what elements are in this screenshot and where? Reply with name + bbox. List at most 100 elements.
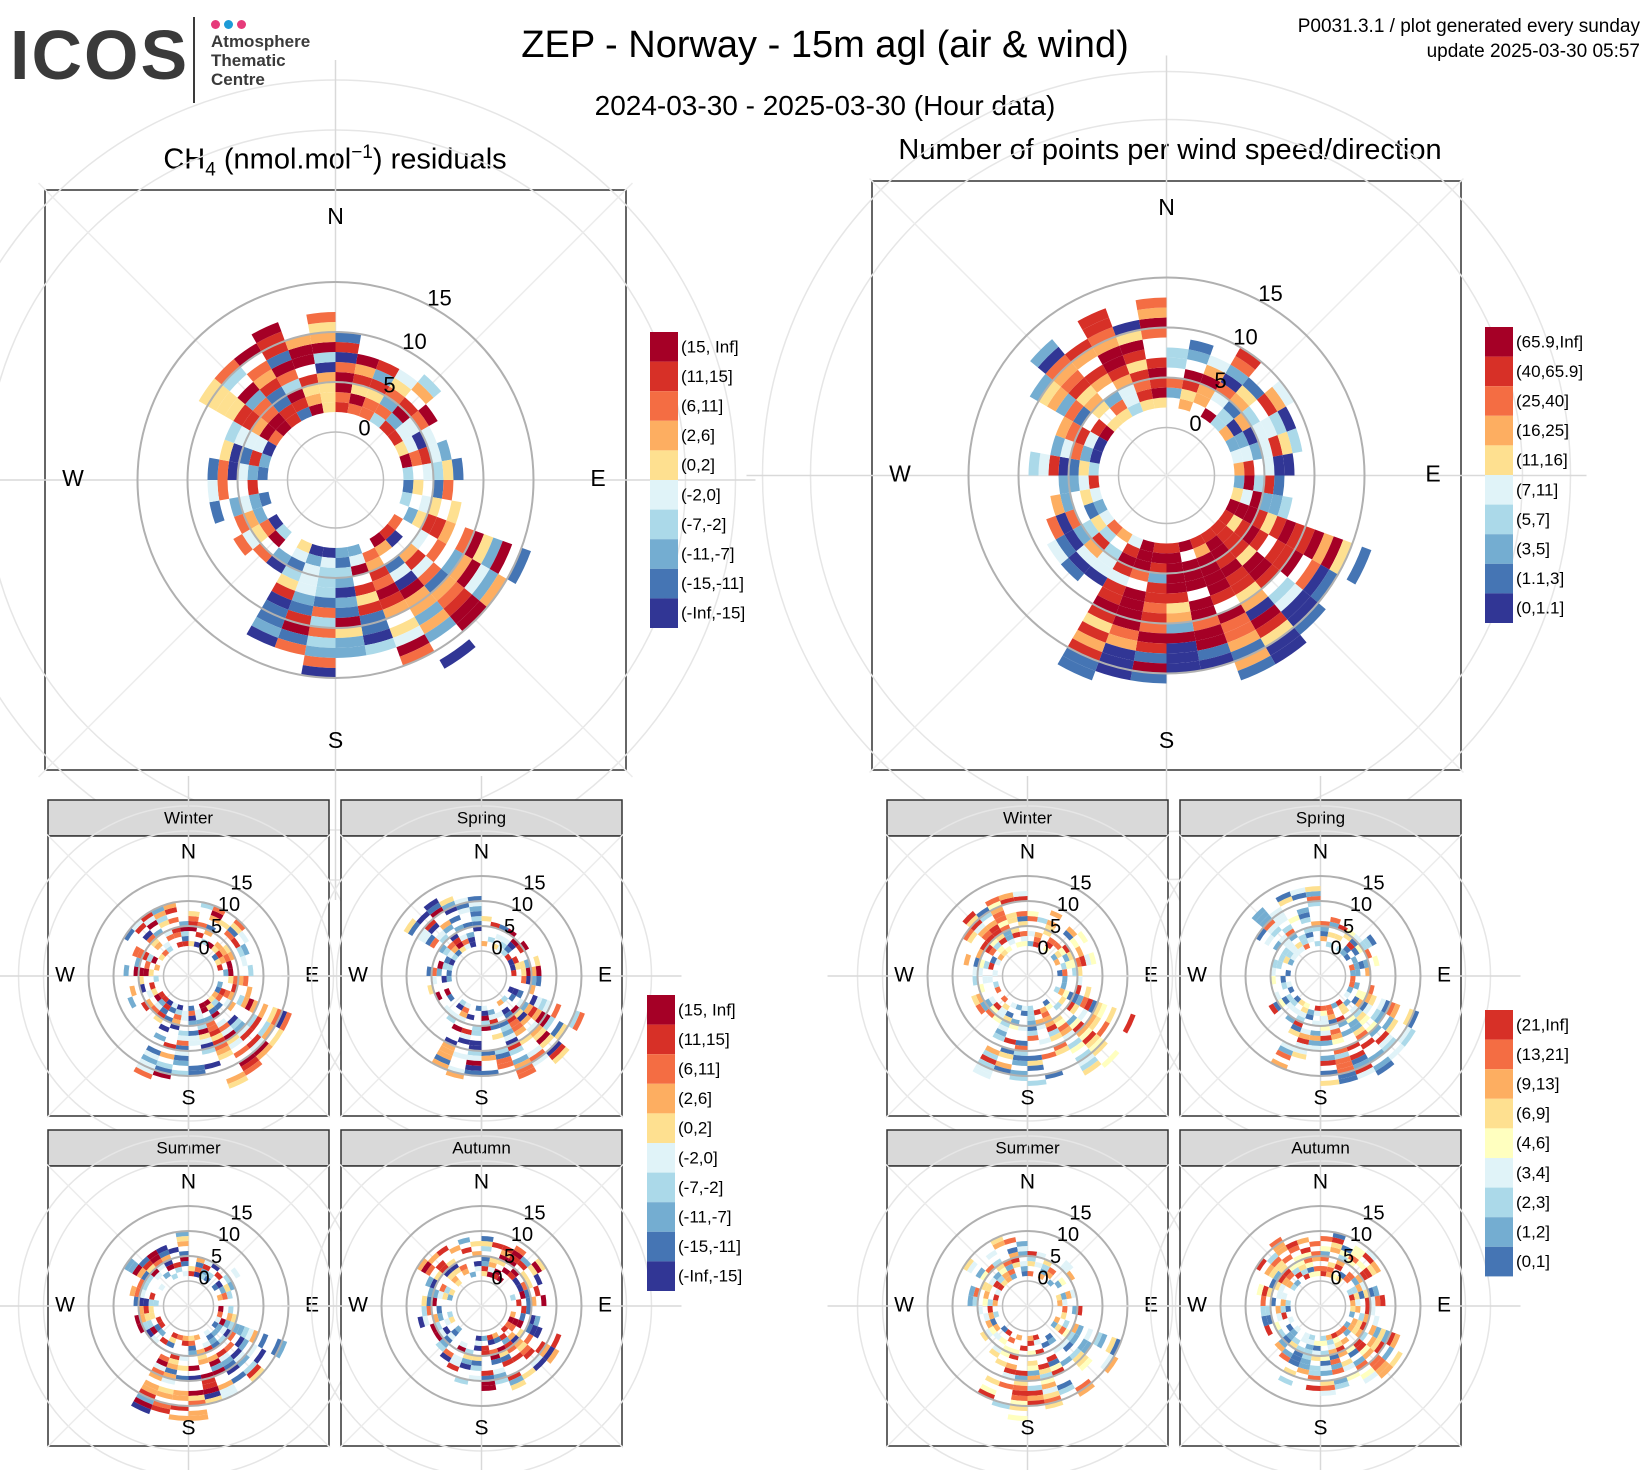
- polar-cell: [1041, 1010, 1050, 1019]
- polar-cell: [238, 1052, 256, 1067]
- polar-cell: [131, 1401, 151, 1415]
- polar-cell: [1335, 1259, 1346, 1267]
- polar-cell: [1105, 1006, 1117, 1024]
- polar-cell: [993, 1311, 1000, 1318]
- polar-cell: [241, 1056, 260, 1072]
- polar-cell: [1353, 1245, 1366, 1257]
- polar-cell: [438, 943, 447, 954]
- polar-cell: [1012, 931, 1021, 939]
- polar-cell: [1326, 1266, 1335, 1274]
- polar-cell: [1345, 1258, 1356, 1268]
- polar-cell: [1389, 1003, 1401, 1019]
- polar-cell: [1278, 933, 1289, 944]
- radial-tick-label: 0: [491, 937, 502, 959]
- polar-cell: [1005, 1275, 1013, 1283]
- legend-swatch: [1485, 563, 1513, 594]
- polar-cell: [1079, 445, 1094, 462]
- polar-cell: [512, 1277, 521, 1286]
- polar-cell: [146, 989, 154, 999]
- polar-cell: [1288, 1244, 1300, 1254]
- polar-cell: [227, 926, 239, 938]
- polar-cell: [1293, 995, 1302, 1003]
- polar-cell: [542, 1016, 556, 1031]
- polar-cell: [1050, 953, 1058, 961]
- polar-cell: [1062, 1029, 1076, 1041]
- polar-cell: [1338, 1271, 1347, 1280]
- polar-cell: [157, 998, 166, 1007]
- polar-cell: [1362, 1003, 1373, 1015]
- polar-cell: [1338, 1074, 1359, 1085]
- polar-cell: [1146, 357, 1167, 370]
- radial-tick-label: 0: [491, 1267, 502, 1289]
- polar-cell: [1102, 355, 1127, 374]
- polar-cell: [1038, 380, 1061, 407]
- polar-cell: [1326, 1338, 1335, 1346]
- polar-cell: [1255, 564, 1280, 589]
- polar-cell: [214, 1271, 223, 1281]
- legend-swatch: [647, 1202, 675, 1232]
- polar-cell: [1306, 1266, 1315, 1274]
- polar-cell: [1335, 1329, 1343, 1337]
- polar-cell: [215, 950, 224, 959]
- polar-cell: [142, 930, 154, 941]
- polar-cell: [216, 1311, 223, 1318]
- polar-cell: [153, 1032, 167, 1042]
- polar-cell: [1041, 1263, 1050, 1272]
- polar-cell: [1234, 502, 1250, 520]
- polar-cell: [1112, 374, 1133, 391]
- polar-cell: [1042, 1385, 1059, 1395]
- polar-cell: [1277, 1273, 1286, 1284]
- polar-cell: [223, 1029, 237, 1041]
- polar-cell: [194, 1266, 203, 1274]
- radial-tick-label: 0: [1330, 1267, 1341, 1289]
- polar-cell: [168, 916, 179, 925]
- polar-cell: [162, 1371, 177, 1380]
- polar-cell: [1358, 1331, 1369, 1342]
- polar-cell: [1272, 544, 1295, 571]
- polar-cell: [448, 554, 473, 582]
- polar-cell: [288, 600, 314, 616]
- legend-swatch: [1485, 445, 1513, 475]
- legend-swatch: [1485, 1158, 1513, 1188]
- polar-cell: [1083, 538, 1104, 559]
- polar-cell: [1230, 638, 1266, 662]
- polar-cell: [1320, 1384, 1336, 1391]
- polar-cell: [1295, 1015, 1306, 1023]
- legend-swatch: [647, 995, 675, 1025]
- polar-cell: [467, 936, 476, 944]
- polar-cell: [499, 941, 508, 950]
- legend-label: (3,4]: [1516, 1163, 1550, 1182]
- polar-cell: [291, 353, 315, 370]
- polar-cell: [403, 436, 419, 454]
- polar-cell: [1372, 955, 1380, 967]
- polar-cell: [278, 403, 297, 421]
- polar-cell: [335, 547, 349, 558]
- polar-cell: [470, 911, 482, 917]
- legend-label: (6,9]: [1516, 1104, 1550, 1123]
- polar-cell: [443, 1286, 452, 1294]
- polar-cell: [1000, 1325, 1009, 1333]
- polar-cell: [308, 543, 324, 557]
- polar-cell: [242, 410, 261, 431]
- polar-cell: [454, 1325, 463, 1333]
- polar-cell: [515, 1062, 534, 1075]
- polar-cell: [1291, 1267, 1301, 1276]
- radial-tick-label: 5: [1050, 916, 1061, 938]
- polar-cell: [1225, 565, 1249, 587]
- legend-swatch: [1485, 1128, 1513, 1158]
- polar-cell: [203, 1385, 220, 1395]
- polar-cell: [977, 967, 984, 976]
- polar-cell: [1290, 1283, 1298, 1291]
- polar-cell: [227, 976, 234, 984]
- polar-cell: [212, 1036, 226, 1047]
- polar-cell: [1234, 431, 1250, 449]
- polar-cell: [1337, 1254, 1348, 1263]
- polar-cell: [985, 896, 1001, 907]
- polar-cell: [1337, 924, 1348, 933]
- polar-cell: [144, 1312, 151, 1322]
- polar-cell: [318, 566, 336, 578]
- polar-cell: [1226, 514, 1243, 533]
- polar-cell: [443, 1004, 453, 1015]
